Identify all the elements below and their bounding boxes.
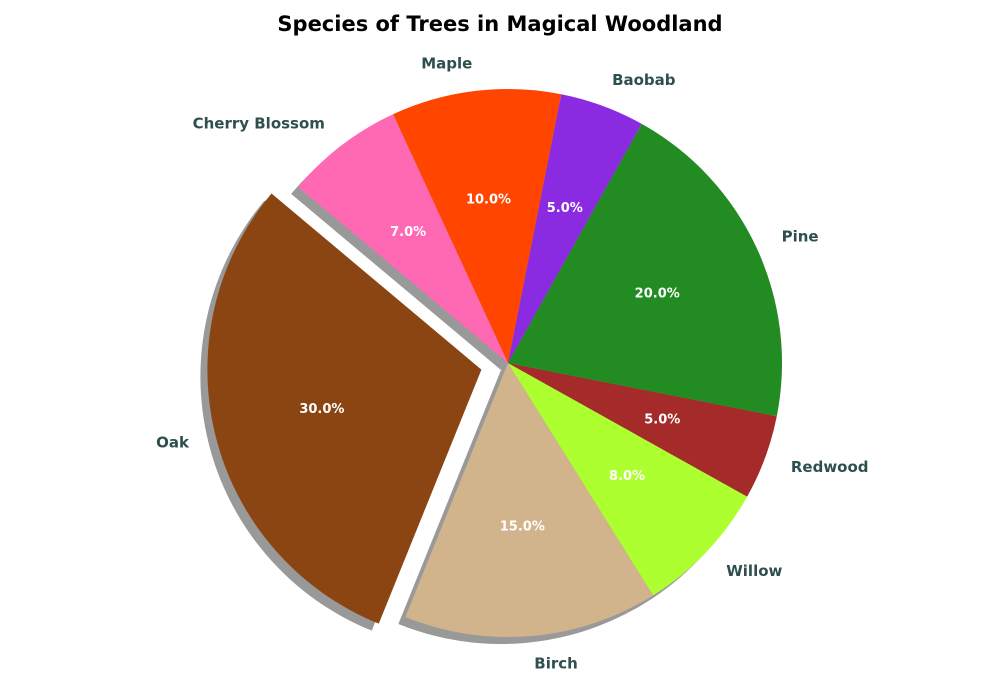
slice-label-willow: Willow bbox=[726, 562, 782, 580]
pct-label-pine: 20.0% bbox=[635, 287, 680, 302]
pct-label-cherry-blossom: 7.0% bbox=[390, 225, 426, 240]
pct-label-redwood: 5.0% bbox=[644, 412, 680, 427]
slice-pine bbox=[508, 123, 783, 417]
pct-label-oak: 30.0% bbox=[299, 402, 344, 417]
slice-label-cherry-blossom: Cherry Blossom bbox=[193, 115, 325, 133]
pct-label-maple: 10.0% bbox=[466, 192, 511, 207]
slice-label-baobab: Baobab bbox=[612, 71, 676, 89]
slice-label-oak: Oak bbox=[156, 434, 190, 452]
slice-labels: Oak Birch Willow Redwood Pine Baobab Maple Cher… bbox=[156, 55, 868, 673]
chart-title: Species of Trees in Magical Woodland bbox=[277, 12, 722, 36]
slice-label-redwood: Redwood bbox=[791, 458, 869, 476]
slice-maple bbox=[393, 88, 562, 363]
pct-label-birch: 15.0% bbox=[500, 519, 545, 534]
slice-label-maple: Maple bbox=[421, 55, 472, 73]
pct-label-willow: 8.0% bbox=[609, 469, 645, 484]
slice-willow bbox=[508, 363, 748, 596]
pct-label-baobab: 5.0% bbox=[547, 201, 583, 216]
slices bbox=[207, 88, 783, 637]
slice-redwood bbox=[508, 363, 777, 497]
slice-birch bbox=[405, 363, 654, 637]
slice-baobab bbox=[508, 94, 642, 363]
slice-label-pine: Pine bbox=[782, 228, 819, 246]
slice-label-birch: Birch bbox=[534, 654, 578, 672]
slice-oak bbox=[207, 193, 482, 624]
percent-labels: 30.0% 15.0% 8.0% 5.0% 20.0% 5.0% 10.0% 7.0% bbox=[299, 192, 680, 534]
slice-cherry-blossom bbox=[298, 114, 508, 363]
